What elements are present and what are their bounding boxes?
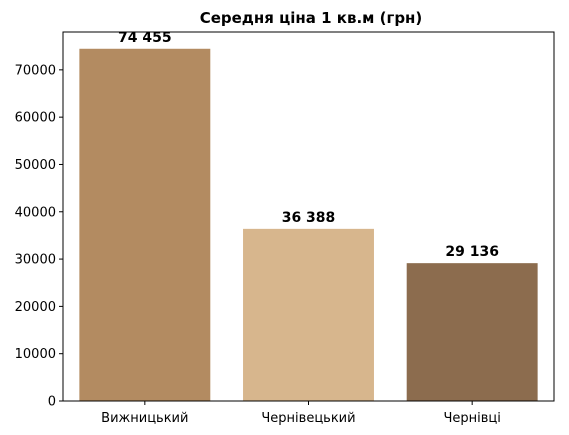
data-label-2: 36 388 [282,210,336,226]
x-tick-label-2: Чернівецький [261,411,355,426]
bar-1 [79,48,211,402]
y-tick-label-1: 0 [48,395,56,410]
bar-2 [243,228,374,401]
plot-frame [62,31,555,402]
y-tick-label-5: 40000 [15,205,56,220]
x-tick-label-3: Чернівці [443,411,500,426]
data-label-1: 74 455 [118,30,172,46]
y-tick-label-8: 70000 [15,63,56,78]
bar-3 [406,263,538,401]
y-tick-label-4: 30000 [15,253,56,268]
y-tick-label-3: 20000 [15,300,56,315]
y-tick-label-6: 50000 [15,158,56,173]
y-tick-label-2: 10000 [15,347,56,362]
x-tick-label-1: Вижницький [101,411,188,426]
data-label-3: 29 136 [445,244,499,260]
chart-title: Середня ціна 1 кв.м (грн) [200,9,423,27]
y-tick-label-7: 60000 [15,111,56,126]
